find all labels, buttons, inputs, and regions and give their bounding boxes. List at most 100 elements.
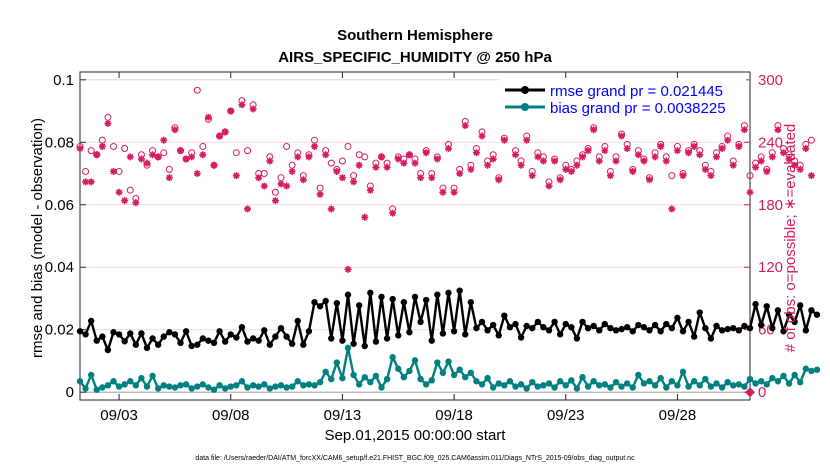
rmse-point	[249, 335, 257, 342]
y2-tick-label: 240	[758, 134, 783, 151]
rmse-point	[434, 291, 441, 298]
bias-point	[300, 382, 307, 389]
bias-point	[696, 382, 703, 389]
rmse-point	[422, 296, 430, 304]
obs-evaluated-marker	[154, 153, 162, 161]
rmse-point	[143, 344, 151, 352]
obs-evaluated-marker	[249, 105, 257, 113]
rmse-point	[607, 324, 614, 332]
rmse-point	[646, 327, 653, 334]
obs-evaluated-marker	[601, 147, 609, 155]
obs-evaluated-marker	[238, 101, 246, 109]
obs-possible-marker	[668, 172, 676, 180]
bias-point	[618, 383, 625, 390]
obs-evaluated-marker	[512, 151, 519, 159]
bias-point	[171, 384, 179, 391]
rmse-point	[640, 324, 648, 331]
obs-evaluated-marker	[718, 145, 726, 153]
bias-point	[132, 382, 140, 389]
bias-point	[99, 384, 106, 391]
obs-evaluated-marker	[394, 155, 402, 163]
obs-evaluated-marker	[299, 176, 307, 184]
rmse-point	[305, 328, 313, 335]
obs-evaluated-marker	[244, 205, 251, 213]
obs-evaluated-marker	[724, 136, 732, 144]
bias-point	[344, 344, 352, 352]
bias-point	[216, 382, 223, 389]
bias-point	[367, 378, 374, 386]
y-tick-label: 0.08	[45, 134, 74, 151]
rmse-point	[696, 309, 703, 316]
obs-evaluated-marker	[221, 128, 229, 136]
bias-point	[127, 378, 134, 385]
bias-point	[813, 366, 821, 373]
bias-point	[757, 378, 765, 385]
bias-point	[149, 372, 156, 380]
rmse-point	[182, 328, 190, 335]
bias-point	[400, 373, 408, 381]
obs-evaluated-marker	[316, 190, 324, 198]
obs-possible-marker	[165, 165, 173, 173]
obs-possible-marker	[327, 159, 335, 167]
bias-point	[562, 382, 569, 389]
obs-evaluated-marker	[500, 136, 508, 144]
bias-point	[752, 380, 759, 387]
bias-point	[534, 383, 542, 390]
rmse-point	[445, 289, 452, 297]
obs-evaluated-marker	[579, 153, 586, 161]
bias-point	[523, 385, 530, 392]
bias-point	[355, 381, 363, 388]
rmse-point	[322, 297, 329, 305]
y2-axis-label: # of obs: o=possible; ∗=evaluated	[782, 124, 799, 353]
obs-evaluated-marker	[255, 174, 263, 182]
obs-evaluated-marker	[188, 153, 196, 161]
rmse-point	[367, 289, 374, 297]
chart-subtitle: AIRS_SPECIFIC_HUMIDITY @ 250 hPa	[278, 49, 552, 66]
bias-point	[199, 381, 207, 388]
bias-point	[439, 369, 447, 377]
rmse-point	[255, 337, 262, 344]
bias-point	[730, 382, 737, 389]
bias-point	[422, 381, 430, 388]
rmse-point	[188, 342, 195, 350]
zero-diamond-marker	[745, 387, 755, 398]
legend-box	[500, 78, 746, 118]
bias-point	[646, 378, 653, 385]
y-tick-label: 0	[66, 384, 74, 401]
rmse-point	[76, 328, 84, 335]
obs-evaluated-marker	[685, 149, 693, 157]
obs-evaluated-marker	[372, 163, 380, 171]
obs-evaluated-marker	[288, 167, 296, 175]
obs-evaluated-marker	[640, 157, 648, 165]
bias-point	[277, 382, 285, 389]
rmse-point	[484, 327, 491, 334]
obs-possible-marker	[160, 149, 168, 157]
rmse-point	[746, 324, 754, 332]
obs-evaluated-marker	[311, 142, 318, 150]
obs-evaluated-marker	[467, 165, 475, 173]
bias-point	[249, 382, 257, 389]
bias-point	[233, 382, 240, 389]
obs-possible-marker	[199, 142, 207, 150]
bias-point	[194, 383, 201, 390]
rmse-point	[149, 335, 156, 342]
bias-point	[735, 381, 743, 388]
bias-point	[573, 385, 581, 392]
obs-evaluated-marker	[182, 155, 190, 163]
bias-point	[769, 374, 776, 382]
rmse-point	[138, 330, 145, 337]
rmse-point	[529, 324, 536, 332]
rmse-point	[199, 335, 207, 342]
bias-point	[272, 383, 279, 390]
rmse-point	[283, 333, 290, 340]
obs-evaluated-marker	[160, 136, 168, 144]
obs-evaluated-marker	[366, 186, 374, 194]
bias-point	[690, 378, 698, 385]
bias-point	[473, 378, 480, 385]
bias-point	[668, 378, 676, 385]
obs-evaluated-marker	[428, 174, 436, 182]
y2-tick-label: 180	[758, 197, 783, 214]
rmse-point	[154, 341, 162, 348]
obs-possible-marker	[193, 86, 201, 94]
